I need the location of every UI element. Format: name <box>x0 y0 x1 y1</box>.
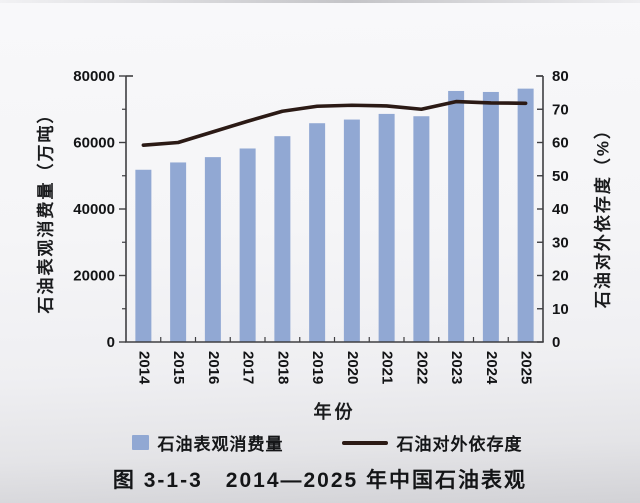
bar-2023 <box>448 90 465 343</box>
bar-series-swatch-icon <box>131 435 149 450</box>
right-axis-tick-label: 50 <box>552 168 569 185</box>
right-axis-tick-label: 10 <box>552 301 569 318</box>
x-axis-year-label: 2020 <box>344 351 361 384</box>
legend-item-dependence: 石油对外依存度 <box>341 430 523 455</box>
legend-item-consumption: 石油表观消费量 <box>131 430 284 455</box>
left-axis-title: 石油表观消费量（万吨） <box>36 104 56 314</box>
x-axis-year-label: 2019 <box>309 351 326 384</box>
bar-2021 <box>378 113 395 342</box>
bar-2015 <box>170 162 187 342</box>
x-axis-year-label: 2014 <box>135 351 152 385</box>
bar-2016 <box>204 157 221 342</box>
x-axis-year-label: 2024 <box>483 351 500 385</box>
right-axis-tick-label: 40 <box>552 201 569 218</box>
left-axis-tick-label: 60000 <box>73 135 115 152</box>
x-axis-year-label: 2017 <box>240 351 257 384</box>
right-axis-tick-label: 70 <box>552 101 569 118</box>
x-axis-title: 年份 <box>313 402 356 422</box>
left-axis-tick-label: 0 <box>107 334 115 351</box>
chart-plot: 0 20000 40000 60000 80000 0 10 20 30 40 50 60 70 80 20… <box>73 68 569 385</box>
scan-artifact-top-edge <box>0 0 640 3</box>
right-axis-tick-label: 0 <box>552 334 560 351</box>
right-axis-tick-label: 80 <box>552 68 569 85</box>
left-axis-tick-label: 20000 <box>73 268 115 285</box>
x-axis-year-label: 2016 <box>205 351 222 384</box>
legend-label-dependence: 石油对外依存度 <box>396 435 523 454</box>
bar-2014 <box>135 169 152 342</box>
legend-label-consumption: 石油表观消费量 <box>157 435 284 454</box>
left-axis-tick-label: 40000 <box>73 201 115 218</box>
line-series-swatch-icon <box>341 440 388 445</box>
right-axis-tick-label: 60 <box>552 135 569 152</box>
bar-2019 <box>309 123 326 342</box>
bar-2018 <box>274 136 291 342</box>
x-axis-year-label: 2025 <box>518 351 535 384</box>
right-axis-tick-label: 20 <box>552 268 569 285</box>
bar-2022 <box>413 116 430 342</box>
x-axis-year-label: 2018 <box>274 351 291 384</box>
chart-legend: 石油表观消费量 石油对外依存度 <box>0 430 640 455</box>
figure-caption: 图 3-1-3 2014—2025 年中国石油表观 <box>112 469 528 492</box>
dependence-line-series <box>141 99 528 147</box>
x-axis-year-label: 2022 <box>413 351 430 384</box>
bar-2024 <box>482 91 499 343</box>
right-axis-tick-label: 30 <box>552 234 569 251</box>
left-axis-tick-label: 80000 <box>73 68 115 85</box>
right-axis-title: 石油对外依存度（%） <box>593 119 613 309</box>
x-axis-year-label: 2015 <box>170 351 187 384</box>
bar-2025 <box>517 88 534 342</box>
bar-2017 <box>239 148 256 342</box>
x-axis-year-label: 2021 <box>379 351 396 384</box>
bar-2020 <box>343 119 360 343</box>
x-axis-year-label: 2023 <box>448 351 465 384</box>
